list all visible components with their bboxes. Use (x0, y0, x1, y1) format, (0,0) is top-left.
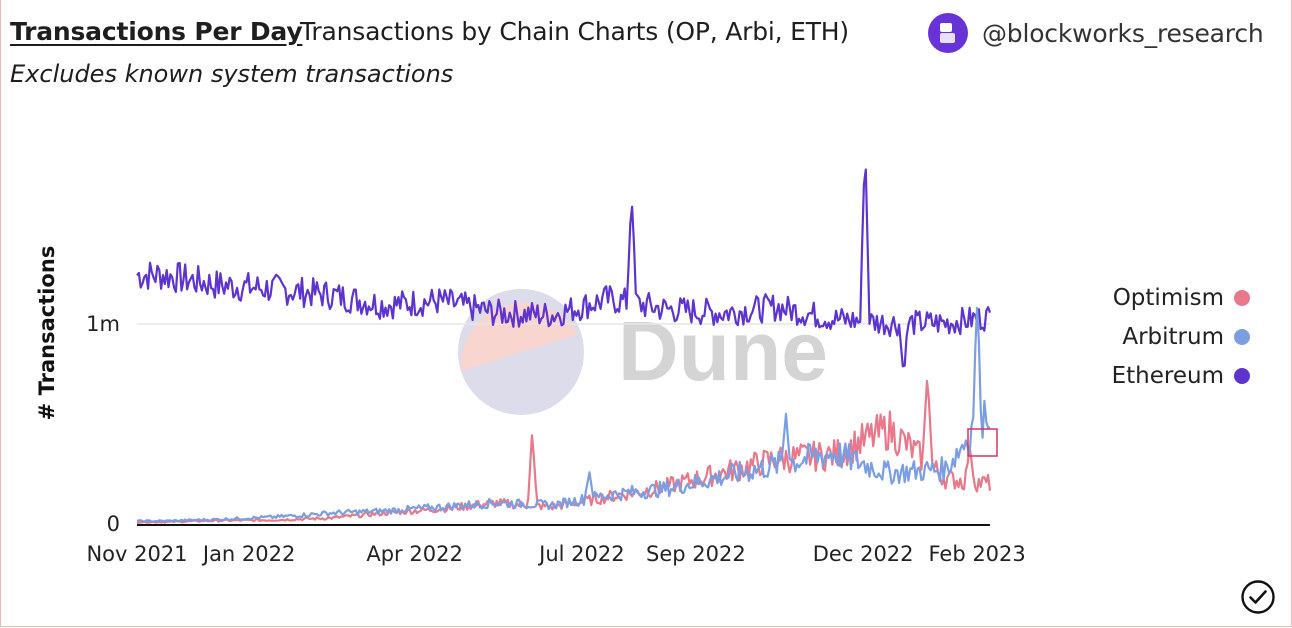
chart-note: Excludes known system transactions (10, 60, 454, 88)
legend-item-arbitrum[interactable]: Arbitrum (1100, 317, 1250, 356)
legend-dot (1234, 289, 1250, 306)
legend-item-ethereum[interactable]: Ethereum (1100, 356, 1250, 395)
x-tick-label: Feb 2023 (928, 542, 1025, 566)
legend-label: Optimism (1112, 284, 1224, 311)
chart-title[interactable]: Transactions Per Day (10, 17, 303, 46)
legend-label: Arbitrum (1122, 323, 1224, 350)
x-tick-label: Dec 2022 (813, 542, 914, 566)
series-line-ethereum[interactable] (136, 168, 992, 368)
checkmark-icon[interactable] (1240, 579, 1276, 615)
x-tick-label: Nov 2021 (86, 542, 187, 566)
legend-item-optimism[interactable]: Optimism (1100, 278, 1250, 317)
author-link[interactable]: @blockworks_research (928, 13, 1264, 53)
author-name: @blockworks_research (982, 18, 1264, 48)
series-line-arbitrum[interactable] (136, 306, 991, 523)
legend-dot (1234, 328, 1250, 345)
chart-subtitle: Transactions by Chain Charts (OP, Arbi, … (300, 17, 849, 46)
blockworks-logo-icon (928, 13, 968, 53)
y-tick-label: 1m (86, 312, 120, 336)
legend-label: Ethereum (1111, 362, 1224, 389)
dune-watermark: Dune (458, 289, 828, 415)
x-tick-label: Jan 2022 (201, 542, 296, 566)
legend: Optimism Arbitrum Ethereum (1100, 278, 1250, 395)
x-tick-label: Sep 2022 (646, 542, 746, 566)
y-tick-label: 0 (107, 512, 120, 536)
legend-dot (1234, 367, 1250, 384)
x-tick-label: Apr 2022 (366, 542, 462, 566)
x-tick-label: Jul 2022 (537, 542, 624, 566)
highlight-box (967, 428, 998, 457)
